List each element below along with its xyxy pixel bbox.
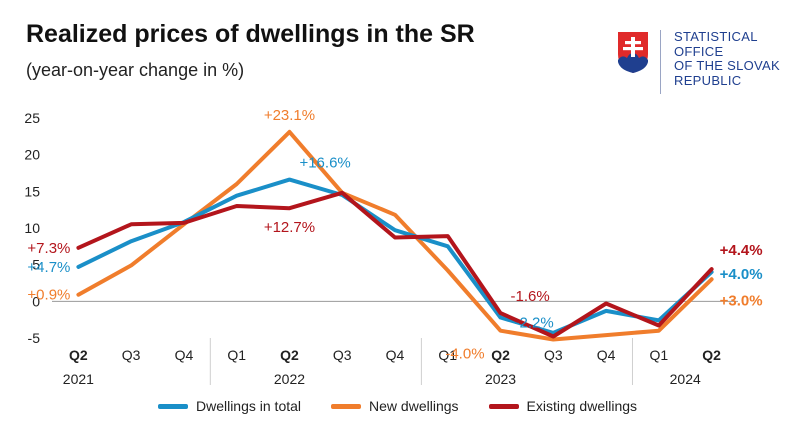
logo-line-2: OFFICE — [674, 43, 724, 59]
legend-item-existing: Existing dwellings — [488, 398, 638, 414]
data-label: +23.1% — [264, 107, 315, 124]
x-tick-label: Q4 — [386, 347, 405, 363]
data-label: -2.2% — [515, 314, 554, 331]
legend-label-existing: Existing dwellings — [526, 398, 638, 414]
y-tick-label: 0 — [32, 293, 40, 309]
y-tick-label: 20 — [24, 147, 40, 163]
legend-label-new: New dwellings — [369, 398, 459, 414]
data-label: +4.7% — [27, 259, 70, 276]
x-tick-label: Q2 — [69, 347, 88, 363]
data-label: +3.0% — [720, 292, 763, 309]
x-tick-label: Q2 — [491, 347, 510, 363]
data-label: +16.6% — [299, 155, 350, 172]
x-tick-label: Q4 — [175, 347, 194, 363]
y-tick-label: 5 — [32, 257, 40, 273]
legend-item-new: New dwellings — [331, 398, 459, 414]
data-label: -1.6% — [511, 288, 550, 305]
y-tick-label: 10 — [24, 220, 40, 236]
chart-legend: Dwellings in total New dwellings Existin… — [0, 398, 795, 414]
logo-line-4: REPUBLIC — [674, 72, 742, 88]
year-label: 2021 — [63, 371, 94, 387]
data-label: +0.9% — [27, 287, 70, 304]
series-line-existing-dwellings — [76, 190, 714, 339]
chart-title: Realized prices of dwellings in the SR — [26, 20, 475, 48]
legend-swatch-existing — [488, 403, 519, 409]
chart-subtitle: (year-on-year change in %) — [26, 60, 245, 80]
x-tick-label: Q4 — [597, 347, 616, 363]
data-label: +12.7% — [264, 219, 315, 236]
y-tick-label: -5 — [28, 330, 41, 346]
legend-label-total: Dwellings in total — [195, 398, 302, 414]
legend-swatch-new — [331, 403, 362, 409]
year-label: 2024 — [670, 371, 701, 387]
data-label: -4.0% — [445, 346, 484, 363]
year-label: 2022 — [274, 371, 305, 387]
x-tick-label: Q1 — [227, 347, 246, 363]
x-tick-label: Q3 — [122, 347, 141, 363]
y-tick-label: 25 — [24, 110, 40, 126]
legend-swatch-total — [157, 403, 188, 409]
data-label: +4.0% — [720, 266, 763, 283]
x-tick-label: Q3 — [333, 347, 352, 363]
logo-divider — [660, 30, 661, 94]
legend-item-total: Dwellings in total — [157, 398, 302, 414]
slovak-coat-of-arms-icon — [618, 32, 648, 73]
x-tick-label: Q1 — [438, 347, 457, 363]
data-label: +7.3% — [27, 240, 70, 257]
logo-text: STATISTICAL OFFICE OF THE SLOVAK REPUBLI… — [674, 29, 781, 88]
y-tick-label: 15 — [24, 183, 40, 199]
logo-line-3: OF THE SLOVAK — [674, 58, 781, 74]
logo-line-1: STATISTICAL — [674, 29, 758, 44]
data-label: +4.4% — [720, 242, 763, 259]
year-label: 2023 — [485, 371, 516, 387]
x-tick-label: Q1 — [650, 347, 669, 363]
statistical-office-logo: STATISTICAL OFFICE OF THE SLOVAK REPUBLI… — [616, 29, 780, 94]
x-tick-label: Q3 — [544, 347, 563, 363]
x-tick-label: Q2 — [280, 347, 299, 363]
x-tick-label: Q2 — [702, 347, 721, 363]
